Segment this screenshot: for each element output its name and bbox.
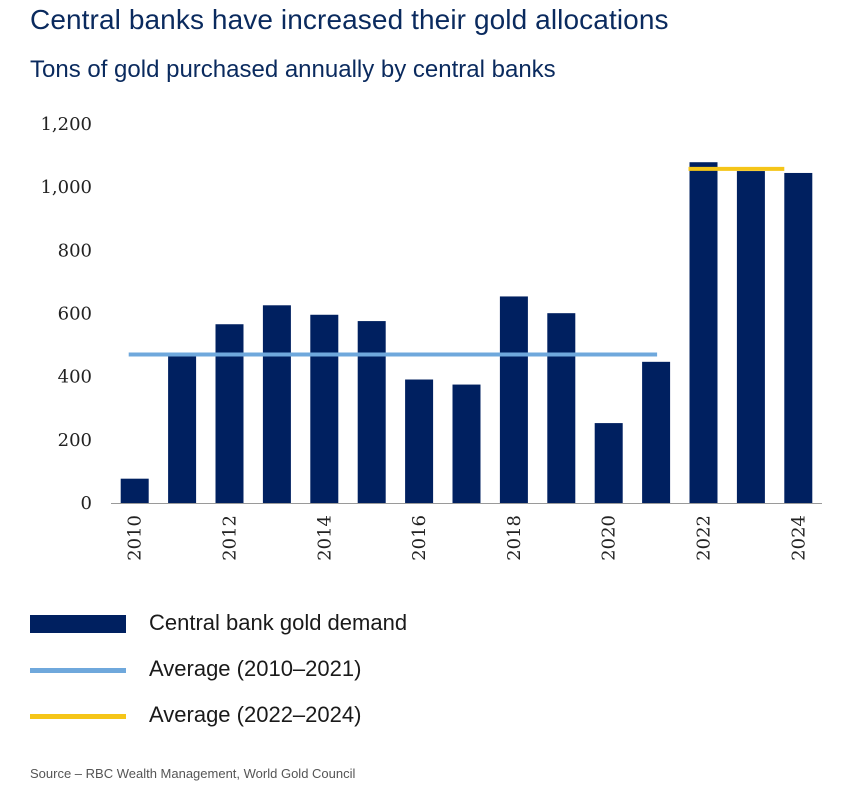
x-tick-label: 2022 — [694, 515, 715, 561]
legend-label-gold-demand: Central bank gold demand — [149, 610, 408, 635]
bar-2020 — [594, 423, 623, 503]
bar-2015 — [357, 321, 386, 503]
chart-title: Central banks have increased their gold … — [30, 4, 669, 35]
y-tick-label: 1,000 — [40, 177, 92, 198]
x-tick-label: 2014 — [314, 515, 335, 561]
x-tick-label: 2020 — [599, 515, 620, 561]
y-tick-label: 600 — [58, 304, 92, 325]
x-tick-label: 2016 — [409, 515, 430, 561]
bar-2016 — [405, 379, 434, 503]
x-tick-label: 2010 — [125, 515, 146, 561]
legend-item-average-2010-2021: Average (2010–2021) — [30, 649, 530, 695]
bar-2021 — [642, 361, 671, 503]
legend-label-average-2010-2021: Average (2010–2021) — [149, 656, 362, 681]
y-tick-label: 0 — [81, 493, 92, 514]
bar-2011 — [168, 353, 197, 503]
bar-chart: 0 200 400 600 800 1,000 1,200 2010 2012 2014 2016… — [40, 114, 822, 561]
legend-item-gold-demand: Central bank gold demand — [30, 603, 530, 649]
chart-subtitle: Tons of gold purchased annually by centr… — [30, 56, 556, 83]
legend-label-average-2022-2024: Average (2022–2024) — [149, 702, 362, 727]
bar-2024 — [784, 172, 813, 503]
legend: Central bank gold demand Average (2010–2… — [30, 603, 530, 741]
legend-swatch-average-2022-2024 — [30, 714, 126, 719]
y-axis: 0 200 400 600 800 1,000 1,200 — [40, 114, 92, 514]
bar-2022 — [689, 162, 718, 504]
bar-2018 — [499, 296, 528, 503]
y-tick-label: 800 — [58, 240, 92, 261]
average-lines — [128, 166, 785, 357]
bar-2013 — [262, 305, 291, 503]
x-tick-label: 2018 — [504, 515, 525, 561]
x-axis: 2010 2012 2014 2016 2018 2020 2022 2024 — [125, 515, 810, 561]
y-tick-label: 1,200 — [40, 114, 92, 135]
bar-2014 — [310, 314, 339, 503]
bar-2017 — [452, 384, 481, 503]
x-tick-label: 2024 — [788, 515, 809, 561]
bar-2019 — [547, 313, 576, 503]
bar-2023 — [736, 171, 765, 503]
legend-swatch-gold-demand — [30, 615, 126, 633]
x-tick-label: 2012 — [220, 515, 241, 561]
y-tick-label: 200 — [58, 430, 92, 451]
bar-2012 — [215, 324, 244, 503]
bar-2010 — [120, 478, 149, 503]
bars — [120, 162, 813, 504]
y-tick-label: 400 — [58, 367, 92, 388]
legend-item-average-2022-2024: Average (2022–2024) — [30, 695, 530, 741]
legend-swatch-average-2010-2021 — [30, 668, 126, 673]
source-note: Source – RBC Wealth Management, World Go… — [30, 766, 356, 781]
